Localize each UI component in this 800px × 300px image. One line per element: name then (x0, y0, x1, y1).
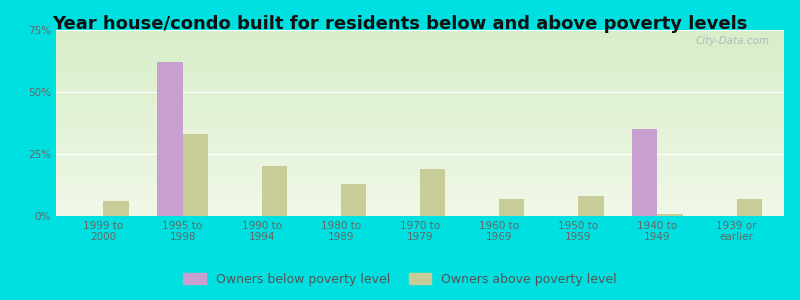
Legend: Owners below poverty level, Owners above poverty level: Owners below poverty level, Owners above… (178, 268, 622, 291)
Bar (262, 167, 287, 216)
Bar (341, 184, 366, 216)
Text: City-Data.com: City-Data.com (695, 36, 770, 46)
Bar (737, 199, 762, 216)
Bar (658, 214, 682, 216)
Bar (158, 62, 182, 216)
Bar (578, 196, 603, 216)
Bar (632, 129, 658, 216)
Bar (182, 134, 208, 216)
Bar (103, 201, 129, 216)
Bar (420, 169, 446, 216)
Text: Year house/condo built for residents below and above poverty levels: Year house/condo built for residents bel… (52, 15, 748, 33)
Bar (499, 199, 525, 216)
